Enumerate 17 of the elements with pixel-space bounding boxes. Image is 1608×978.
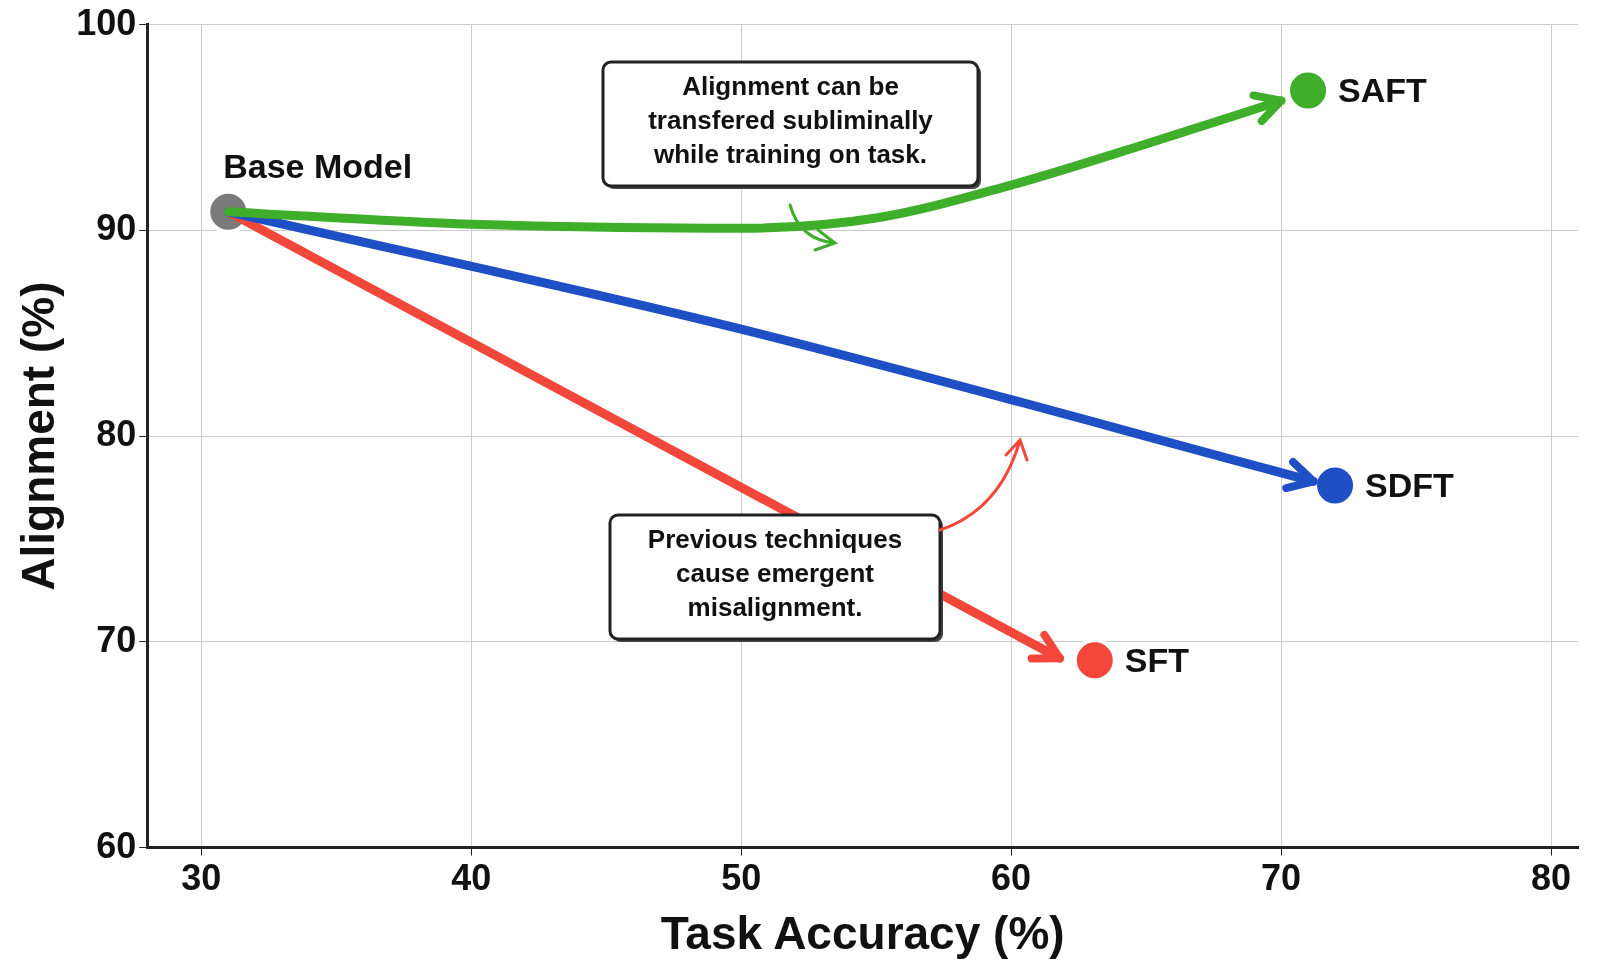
series-label: Base Model	[223, 147, 413, 186]
y-tick-label: 100	[76, 1, 137, 43]
x-tick-label: 70	[1261, 857, 1302, 899]
y-tick-label: 90	[96, 207, 137, 249]
x-tick-label: 60	[991, 857, 1032, 899]
x-axis-title: Task Accuracy (%)	[660, 907, 1065, 960]
x-tick-label: 40	[451, 857, 492, 899]
y-tick-label: 70	[96, 618, 137, 660]
x-tick-label: 30	[181, 857, 222, 899]
legend-label: SDFT	[1365, 465, 1455, 504]
y-tick-label: 60	[96, 824, 137, 866]
legend-label: SFT	[1124, 640, 1190, 679]
y-tick-label: 80	[96, 413, 137, 455]
legend-label: SAFT	[1338, 70, 1428, 109]
x-tick-label: 80	[1530, 857, 1572, 899]
x-tick-label: 50	[721, 857, 762, 899]
y-axis-title: Alignment (%)	[12, 281, 65, 591]
